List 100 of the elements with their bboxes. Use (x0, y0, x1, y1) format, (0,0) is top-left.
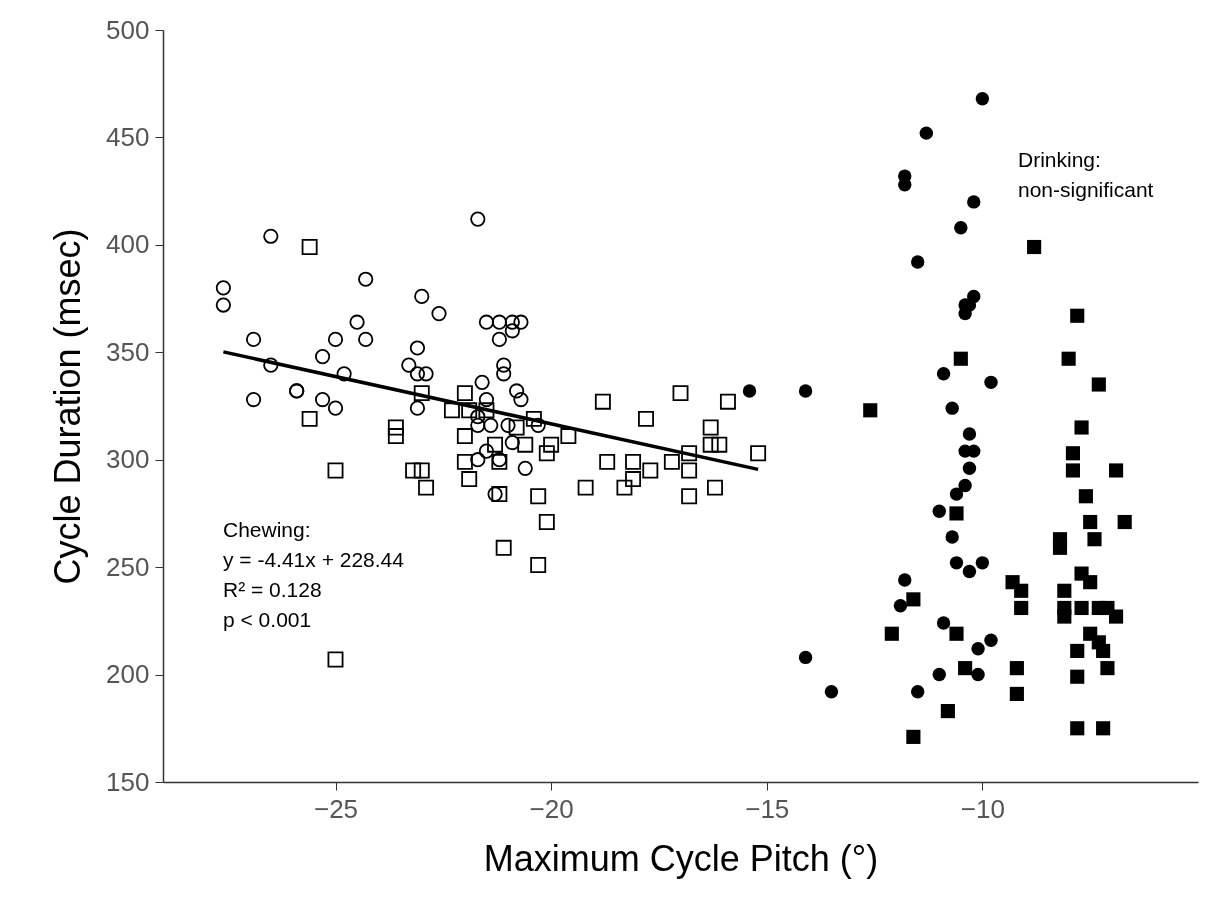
point (314, 348, 331, 365)
point (263, 357, 279, 373)
point (314, 391, 331, 408)
point (798, 650, 813, 665)
point (824, 685, 839, 699)
point (577, 479, 594, 496)
point (971, 667, 985, 682)
point (358, 331, 374, 347)
annotation: Chewing: y = -4.41x + 228.44 R² = 0.128 p < 0.001 (223, 518, 405, 631)
point (949, 487, 964, 501)
point (681, 488, 698, 505)
x-tick-label: −10 (960, 793, 1005, 824)
point (483, 417, 499, 433)
y-tick-label: 300 (106, 444, 150, 475)
point (1027, 239, 1042, 255)
point (1108, 463, 1124, 478)
point (663, 453, 680, 470)
point (496, 357, 512, 373)
point (798, 384, 813, 398)
point (263, 228, 279, 244)
point (1065, 446, 1081, 461)
point (1014, 583, 1029, 598)
point (1096, 643, 1111, 659)
point (530, 488, 547, 505)
point (1087, 532, 1102, 547)
point (530, 557, 547, 573)
point (910, 255, 925, 269)
point (945, 530, 959, 544)
point (327, 462, 344, 479)
point (932, 504, 946, 518)
point (975, 556, 990, 570)
point (949, 506, 964, 521)
point (1074, 420, 1089, 435)
point (409, 400, 426, 416)
y-tick-label: 200 (106, 659, 150, 690)
point (530, 417, 546, 433)
point (1070, 669, 1085, 684)
point (349, 314, 365, 330)
point (478, 314, 495, 330)
point (719, 393, 736, 410)
point (863, 403, 878, 418)
point (509, 383, 525, 399)
point (1083, 575, 1098, 590)
point (413, 462, 430, 479)
point (470, 417, 486, 433)
point (638, 410, 654, 427)
point (491, 486, 508, 503)
point (1052, 540, 1068, 555)
point (301, 239, 318, 255)
point (487, 436, 504, 453)
point (898, 573, 912, 587)
point (413, 385, 430, 402)
point (919, 126, 934, 140)
point (681, 462, 698, 479)
point (962, 427, 977, 441)
point (940, 704, 955, 719)
point (954, 220, 968, 235)
y-tick-label: 450 (106, 121, 150, 152)
point (461, 471, 478, 488)
point (1108, 609, 1124, 624)
point (405, 462, 422, 479)
point (478, 443, 495, 459)
annotation: Drinking: non-significant (1018, 148, 1154, 201)
point (496, 366, 512, 382)
point (418, 479, 435, 496)
point (1070, 308, 1085, 323)
point (898, 178, 912, 192)
point (681, 445, 698, 462)
point (672, 385, 689, 402)
point (984, 375, 998, 390)
point (984, 633, 998, 647)
point (616, 479, 633, 496)
point (971, 642, 985, 656)
x-axis-title: Maximum Cycle Pitch (°) (483, 837, 879, 879)
point (949, 626, 964, 641)
point (387, 428, 404, 445)
point (958, 661, 973, 676)
y-tick-label: 500 (106, 14, 150, 45)
y-tick-label: 150 (106, 766, 150, 797)
point (327, 400, 344, 416)
x-tick-label: −25 (313, 793, 359, 824)
point (543, 436, 560, 453)
point (1014, 600, 1029, 616)
point (538, 445, 555, 462)
point (906, 592, 921, 607)
point (431, 306, 447, 322)
point (1057, 609, 1072, 624)
point (1009, 686, 1024, 701)
point (409, 340, 426, 356)
point (401, 357, 417, 373)
point (884, 626, 899, 641)
point (470, 452, 486, 468)
point (301, 410, 318, 427)
y-tick-label: 400 (106, 229, 150, 260)
point (893, 599, 908, 613)
point (461, 402, 478, 419)
point (1065, 463, 1081, 478)
point (513, 391, 529, 408)
x-tick-label: −15 (745, 793, 790, 824)
point (504, 323, 520, 339)
